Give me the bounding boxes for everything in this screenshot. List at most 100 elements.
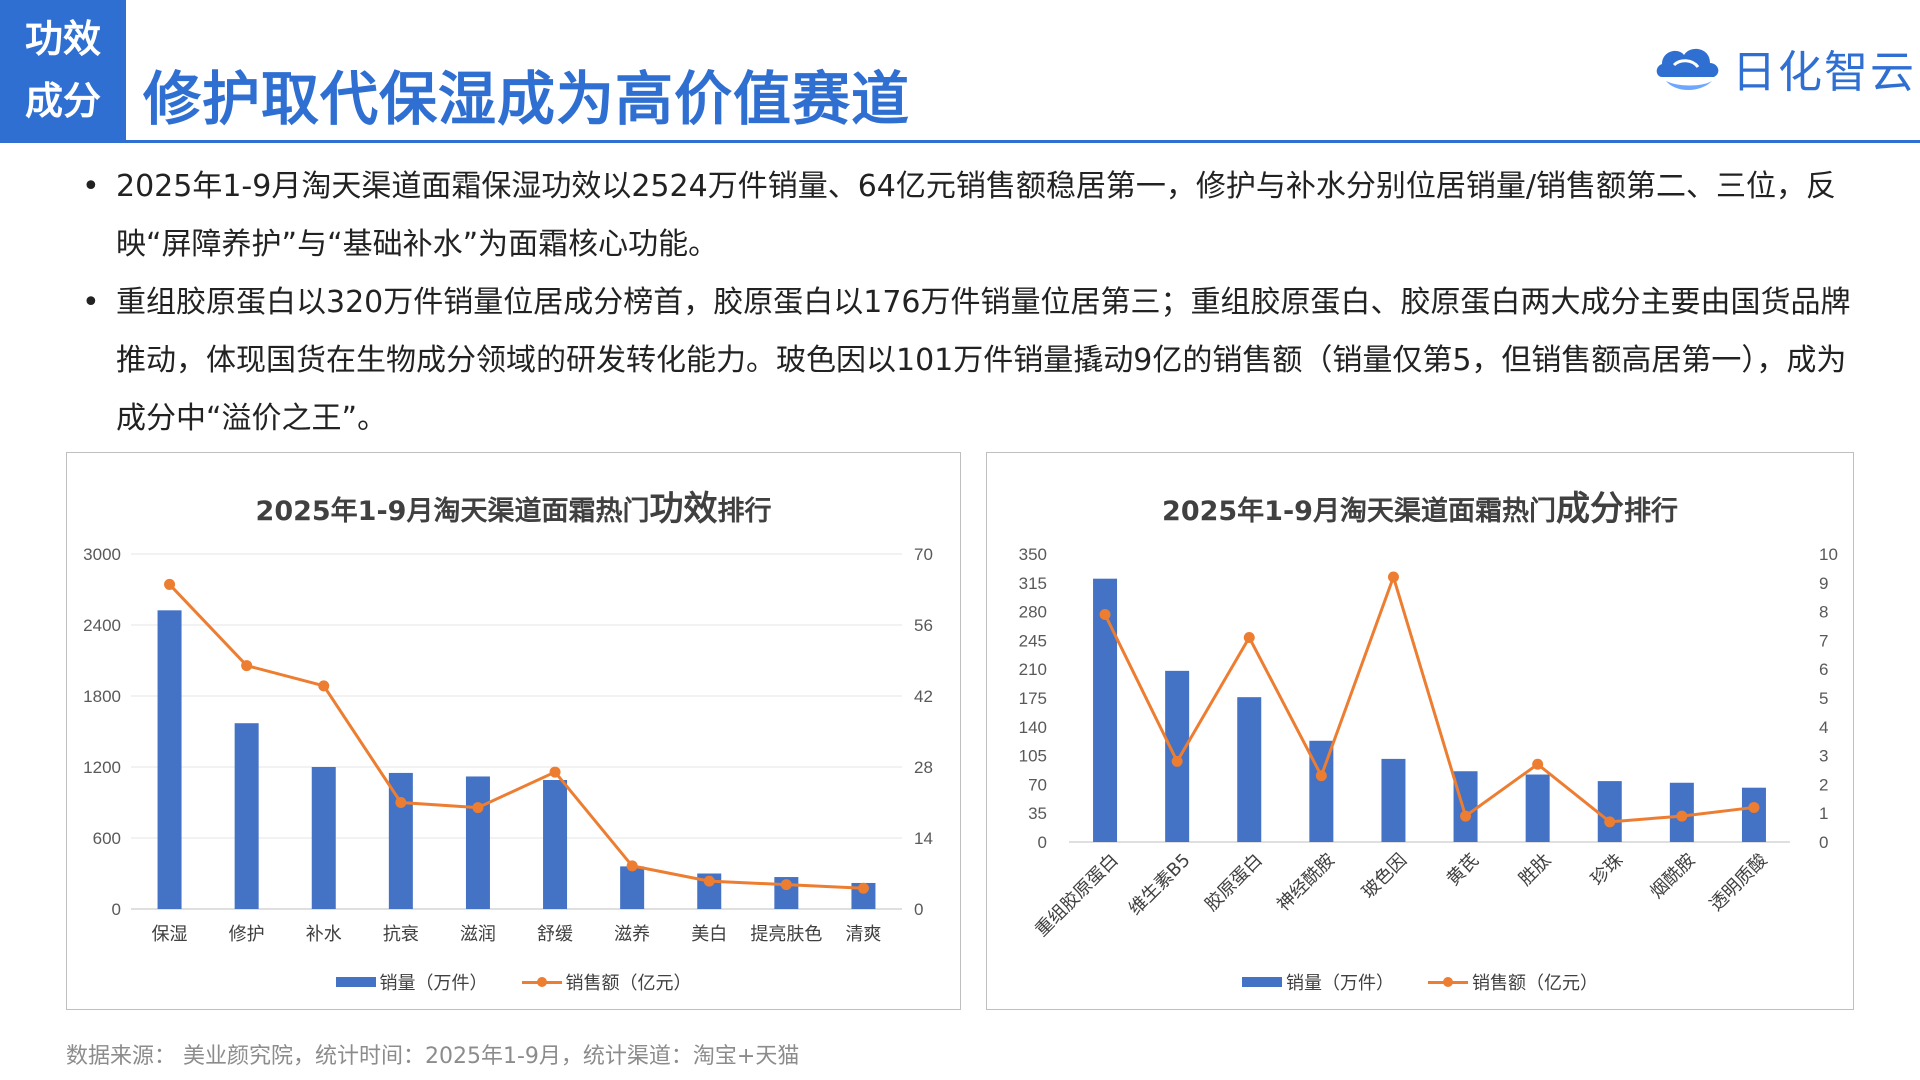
ingredient-chart-panel: 2025年1-9月淘天渠道面霜热门成分排行 0 35 70 105 140 175 210 2…	[986, 452, 1854, 1010]
legend-item-sales-volume: 销量（万件）	[1242, 969, 1394, 995]
y-right-tick-label: 8	[1819, 603, 1828, 622]
section-tag: 功效 成分	[0, 0, 126, 140]
bar-sales-volume	[157, 610, 182, 909]
y-right-tick-label: 0	[1819, 833, 1828, 852]
legend-bar-swatch	[1242, 977, 1282, 987]
y-right-tick-label: 2	[1819, 775, 1828, 794]
bar-sales-volume	[543, 780, 568, 909]
chart-title-highlight: 功效	[649, 489, 718, 529]
x-category-label: 滋润	[460, 924, 496, 945]
bullet-text: 重组胶原蛋白以320万件销量位居成分榜首，胶原蛋白以176万件销量位居第三；重组…	[116, 285, 1851, 436]
point-sales-amount	[1171, 755, 1183, 767]
logo-text: 日化智云	[1732, 47, 1916, 98]
legend-label: 销售额（亿元）	[565, 973, 692, 994]
x-category-label: 透明质酸	[1706, 850, 1772, 916]
point-sales-amount	[703, 875, 715, 887]
chart-title-suffix: 排行	[1623, 496, 1678, 527]
chart-title: 2025年1-9月淘天渠道面霜热门功效排行	[67, 481, 960, 530]
page-title: 修护取代保湿成为高价值赛道	[143, 65, 911, 133]
point-sales-amount	[1099, 608, 1111, 620]
x-category-label: 清爽	[845, 924, 881, 945]
bar-sales-volume	[1525, 774, 1550, 842]
header-divider	[0, 140, 1920, 143]
y-left-tick-label: 245	[1019, 631, 1047, 650]
chart-title-highlight: 成分	[1555, 489, 1624, 529]
point-sales-amount	[1604, 816, 1616, 828]
point-sales-amount	[1243, 632, 1255, 644]
section-tag-line2: 成分	[24, 79, 101, 123]
x-category-label: 胜肽	[1515, 850, 1555, 890]
chart-title: 2025年1-9月淘天渠道面霜热门成分排行	[987, 481, 1853, 530]
point-sales-amount	[1532, 758, 1544, 770]
chart-title-suffix: 排行	[717, 496, 772, 527]
bar-sales-volume	[1093, 578, 1118, 842]
x-category-label: 滋养	[614, 924, 650, 945]
cloud-whale-icon	[1656, 48, 1719, 90]
y-right-tick-label: 14	[914, 829, 933, 848]
legend-item-sales-volume: 销量（万件）	[335, 969, 488, 995]
data-source-footnote: 数据来源： 美业颜究院，统计时间：2025年1-9月，统计渠道：淘宝+天猫	[66, 1044, 800, 1069]
y-right-tick-label: 70	[914, 545, 933, 564]
efficacy-chart-panel: 2025年1-9月淘天渠道面霜热门功效排行 0 600 1200 1800 2400 30…	[66, 452, 961, 1010]
point-sales-amount	[857, 882, 869, 894]
ingredient-chart-svg: 0 35 70 105 140 175 210 245 280 315 350 0 1 2 3 4 5 6 7 8 9 1…	[1019, 545, 1838, 941]
summary-bullets: • 2025年1-9月淘天渠道面霜保湿功效以2524万件销量、64亿元销售额稳居…	[78, 158, 1858, 448]
chart-legend: 销量（万件） 销售额（亿元）	[987, 969, 1853, 995]
y-left-tick-label: 0	[112, 900, 121, 919]
y-left-tick-label: 2400	[83, 616, 121, 635]
x-category-label: 提亮肤色	[750, 924, 822, 945]
point-sales-amount	[1460, 810, 1472, 822]
bar-sales-volume	[465, 776, 490, 909]
x-category-label: 玻色因	[1358, 850, 1411, 903]
bar-sales-volume	[1453, 771, 1478, 842]
bullet-text: 2025年1-9月淘天渠道面霜保湿功效以2524万件销量、64亿元销售额稳居第一…	[116, 169, 1836, 262]
y-left-tick-label: 1200	[83, 758, 121, 777]
y-left-tick-label: 175	[1019, 689, 1047, 708]
legend-label: 销售额（亿元）	[1472, 973, 1598, 994]
x-category-label: 抗衰	[383, 924, 419, 945]
line-sales-amount	[1103, 572, 1755, 824]
legend-item-sales-amount: 销售额（亿元）	[521, 969, 692, 995]
y-left-tick-label: 210	[1019, 660, 1047, 679]
x-category-label: 补水	[306, 924, 342, 945]
point-sales-amount	[1748, 801, 1760, 813]
y-right-tick-label: 1	[1819, 804, 1828, 823]
y-left-tick-label: 105	[1019, 747, 1047, 766]
y-right-tick-label: 42	[914, 687, 933, 706]
legend-line-swatch	[521, 976, 562, 987]
bullet-item: • 重组胶原蛋白以320万件销量位居成分榜首，胶原蛋白以176万件销量位居第三；…	[78, 274, 1858, 448]
point-sales-amount	[1387, 571, 1399, 583]
y-right-tick-label: 3	[1819, 747, 1828, 766]
x-category-label: 保湿	[152, 924, 188, 945]
line-sales-amount	[168, 583, 864, 890]
bar-sales-volume	[234, 723, 259, 909]
x-category-label: 珍珠	[1587, 850, 1627, 890]
y-left-tick-label: 70	[1028, 775, 1047, 794]
y-left-tick-label: 3000	[83, 545, 121, 564]
y-right-tick-label: 56	[914, 616, 933, 635]
point-sales-amount	[626, 860, 638, 872]
x-category-label: 神经酰胺	[1273, 850, 1339, 916]
legend-item-sales-amount: 销售额（亿元）	[1428, 969, 1598, 995]
point-sales-amount	[318, 680, 330, 692]
x-category-label: 舒缓	[537, 924, 573, 945]
point-sales-amount	[549, 766, 561, 778]
bullet-dot: •	[82, 169, 100, 204]
y-right-tick-label: 9	[1819, 574, 1828, 593]
x-category-label: 修护	[229, 924, 265, 945]
y-left-tick-label: 315	[1019, 574, 1047, 593]
bullet-dot: •	[82, 285, 100, 320]
brand-logo: 日化智云	[1652, 36, 1916, 100]
chart-legend: 销量（万件） 销售额（亿元）	[67, 969, 960, 995]
point-sales-amount	[1315, 770, 1327, 782]
bar-sales-volume	[1237, 697, 1262, 842]
legend-label: 销量（万件）	[379, 973, 488, 994]
bar-sales-volume	[311, 767, 336, 909]
y-left-tick-label: 35	[1028, 804, 1047, 823]
point-sales-amount	[395, 797, 407, 808]
y-left-tick-label: 350	[1019, 545, 1047, 564]
y-right-tick-label: 6	[1819, 660, 1828, 679]
point-sales-amount	[472, 802, 484, 814]
chart-title-prefix: 2025年1-9月淘天渠道面霜热门	[255, 496, 650, 527]
point-sales-amount	[164, 578, 176, 590]
